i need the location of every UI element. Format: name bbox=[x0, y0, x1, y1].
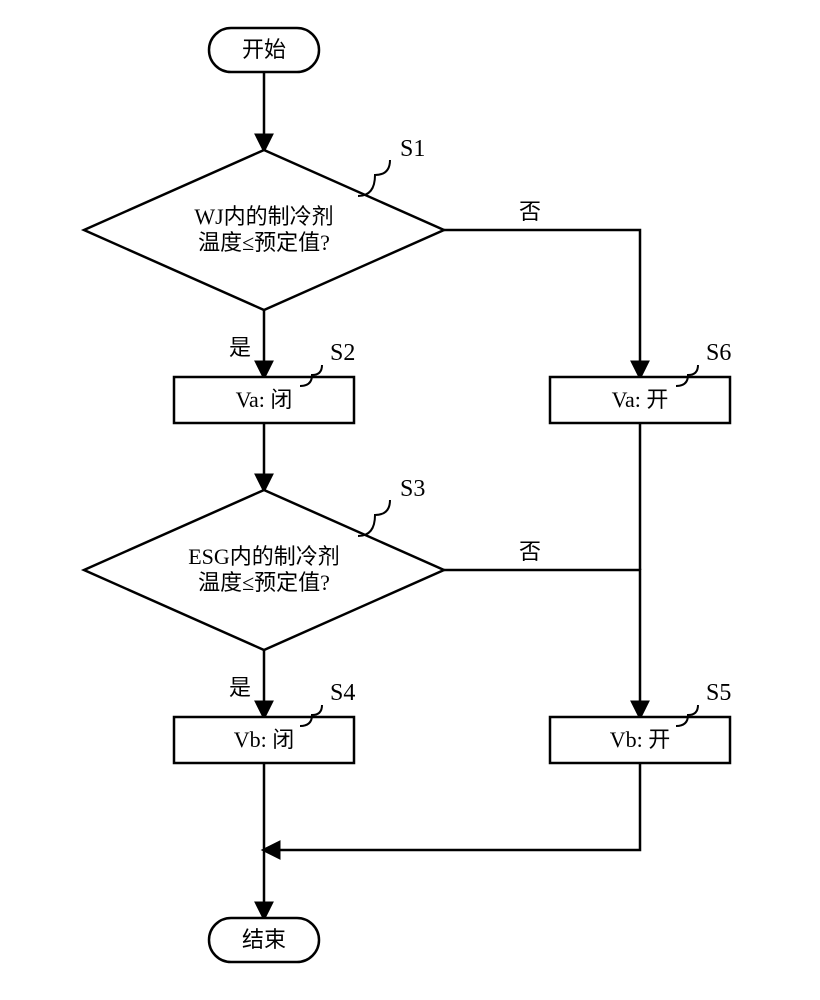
svg-text:S5: S5 bbox=[706, 680, 731, 706]
flowchart-canvas: 开始 WJ内的制冷剂温度≤预定值? Va: 闭 Va: 开 ESG内的制冷剂温度≤预定值… bbox=[0, 0, 820, 1000]
svg-text:S1: S1 bbox=[400, 136, 425, 162]
svg-text:结束: 结束 bbox=[242, 927, 286, 952]
leader-S1 bbox=[358, 160, 390, 196]
svg-text:Va: 开: Va: 开 bbox=[612, 387, 669, 412]
svg-text:S4: S4 bbox=[330, 680, 355, 706]
svg-text:是: 是 bbox=[229, 335, 251, 360]
svg-text:S3: S3 bbox=[400, 476, 425, 502]
svg-text:温度≤预定值?: 温度≤预定值? bbox=[198, 230, 330, 255]
svg-text:是: 是 bbox=[229, 675, 251, 700]
svg-text:Vb: 开: Vb: 开 bbox=[610, 727, 671, 752]
svg-text:Vb: 闭: Vb: 闭 bbox=[234, 727, 295, 752]
svg-text:否: 否 bbox=[519, 539, 541, 564]
svg-text:温度≤预定值?: 温度≤预定值? bbox=[198, 570, 330, 595]
svg-text:ESG内的制冷剂: ESG内的制冷剂 bbox=[188, 544, 340, 569]
edge-s5_merge bbox=[264, 763, 640, 850]
svg-text:开始: 开始 bbox=[242, 37, 286, 62]
svg-text:S2: S2 bbox=[330, 340, 355, 366]
edge-d1_no bbox=[444, 230, 640, 377]
svg-text:S6: S6 bbox=[706, 340, 731, 366]
svg-text:否: 否 bbox=[519, 199, 541, 224]
svg-text:WJ内的制冷剂: WJ内的制冷剂 bbox=[194, 204, 333, 229]
leader-S3 bbox=[358, 500, 390, 536]
svg-text:Va: 闭: Va: 闭 bbox=[236, 387, 293, 412]
edge-d3_no bbox=[444, 570, 640, 717]
